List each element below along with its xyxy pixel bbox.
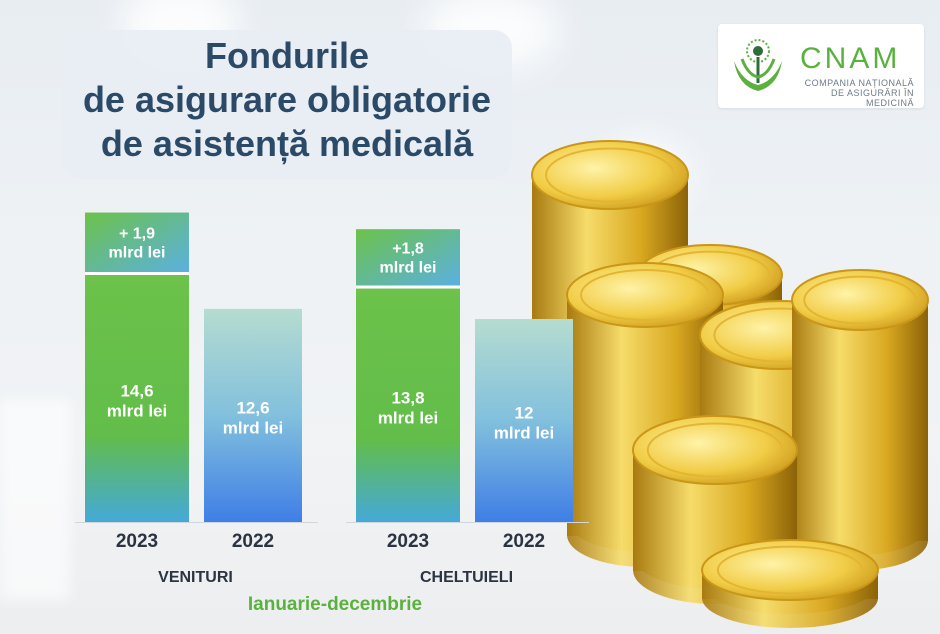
bar-unit-label: mlrd lei bbox=[107, 402, 167, 421]
title-line-2: de asigurare obligatorie bbox=[82, 79, 492, 120]
coin-inner-ring bbox=[580, 269, 710, 321]
coin-inner-ring bbox=[716, 545, 864, 595]
bar-unit-label: mlrd lei bbox=[223, 418, 283, 437]
increase-value-label: + 1,9 bbox=[119, 225, 155, 242]
logo-subtitle: COMPANIA NAȚIONALĂ DE ASIGURĂRI ÎN MEDIC… bbox=[800, 78, 914, 108]
coin-stack bbox=[701, 539, 879, 628]
period-label: Ianuarie-decembrie bbox=[247, 594, 423, 615]
coin-face bbox=[531, 140, 689, 210]
increase-segment bbox=[85, 212, 189, 272]
coin-face bbox=[701, 539, 879, 601]
bar-value-label: 14,6 bbox=[120, 382, 153, 401]
increase-divider bbox=[85, 272, 189, 275]
coin-face bbox=[566, 262, 724, 328]
bar-value-label: 13,8 bbox=[391, 388, 424, 407]
logo-wordmark: CNAM bbox=[800, 42, 901, 75]
year-tick-label: 2022 bbox=[232, 531, 274, 552]
increase-divider bbox=[356, 285, 460, 289]
bar-2022 bbox=[204, 308, 302, 522]
coin-face bbox=[632, 415, 798, 485]
coin-face bbox=[791, 269, 929, 331]
title-line-3: de asistență medicală bbox=[100, 123, 474, 164]
bar-2023 bbox=[356, 288, 460, 522]
coin-inner-ring bbox=[803, 275, 917, 325]
bar-unit-label: mlrd lei bbox=[378, 408, 438, 427]
logo-emblem-icon bbox=[734, 39, 782, 91]
cnam-logo: CNAM COMPANIA NAȚIONALĂ DE ASIGURĂRI ÎN … bbox=[718, 24, 924, 108]
title-background bbox=[62, 30, 512, 178]
increase-unit-label: mlrd lei bbox=[109, 244, 166, 261]
increase-value-label: +1,8 bbox=[392, 240, 424, 257]
bar-2022 bbox=[475, 318, 573, 522]
increase-unit-label: mlrd lei bbox=[380, 259, 437, 276]
bar-value-label: 12,6 bbox=[236, 398, 269, 417]
year-tick-label: 2023 bbox=[387, 531, 429, 552]
year-tick-label: 2023 bbox=[116, 531, 158, 552]
bar-unit-label: mlrd lei bbox=[494, 423, 554, 442]
bar-value-label: 12 bbox=[515, 403, 534, 422]
year-tick-label: 2022 bbox=[503, 531, 545, 552]
background-beam bbox=[0, 400, 70, 600]
baseline bbox=[346, 522, 589, 523]
coin-inner-ring bbox=[545, 147, 675, 203]
bar-2023 bbox=[85, 275, 189, 522]
coin-stack bbox=[791, 269, 929, 570]
page-title: Fondurile de asigurare obligatorie de as… bbox=[62, 34, 512, 166]
logo-subtitle-line-2: DE ASIGURĂRI ÎN MEDICINĂ bbox=[830, 88, 914, 108]
increase-segment bbox=[356, 229, 460, 286]
title-line-1: Fondurile bbox=[205, 35, 369, 76]
coin-inner-ring bbox=[646, 422, 784, 478]
group-label: CHELTUIELI bbox=[420, 569, 513, 586]
group-label: VENITURI bbox=[158, 569, 233, 586]
logo-subtitle-line-1: COMPANIA NAȚIONALĂ bbox=[804, 78, 914, 88]
baseline bbox=[75, 522, 318, 523]
